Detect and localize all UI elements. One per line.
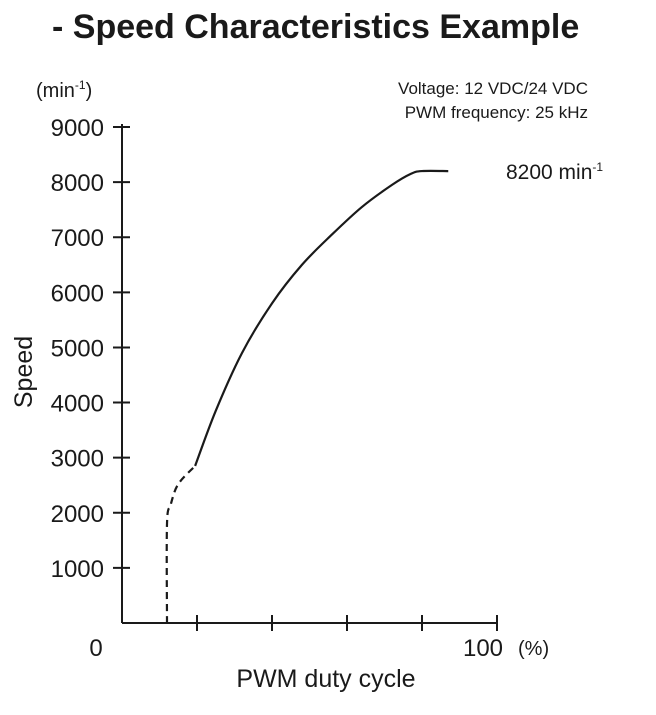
y-tick-label: 8000 — [51, 170, 104, 197]
y-tick-label: 6000 — [51, 280, 104, 307]
y-tick-label: 5000 — [51, 335, 104, 362]
y-tick-label: 1000 — [51, 556, 104, 583]
y-tick-label: 4000 — [51, 391, 104, 418]
y-tick-label: 7000 — [51, 225, 104, 252]
x-axis-label: PWM duty cycle — [236, 665, 415, 693]
x-axis-unit: (%) — [518, 638, 549, 660]
pwm-frequency-note: PWM frequency: 25 kHz — [405, 103, 588, 122]
y-tick-label: 9000 — [51, 115, 104, 142]
dashed-startup-segment — [165, 465, 196, 624]
y-axis-label: Speed — [10, 336, 38, 408]
end-value-annotation: 8200 min-1 — [506, 160, 603, 184]
series-lines — [165, 169, 449, 624]
axis-ticks: 1000 2000 3000 4000 5000 6000 7000 8000 9000 0 100 — [51, 115, 503, 662]
chart-title: - Speed Characteristics Example — [52, 8, 579, 46]
y-axis-unit-base: (min — [36, 80, 75, 102]
voltage-note: Voltage: 12 VDC/24 VDC — [398, 79, 588, 98]
x-tick-label: 0 — [89, 635, 102, 662]
y-axis-unit: (min-1) — [36, 78, 92, 102]
end-value-annotation-base: 8200 min — [506, 161, 592, 184]
speed-curve — [194, 169, 449, 467]
y-tick-label: 3000 — [51, 446, 104, 473]
y-tick-label: 2000 — [51, 501, 104, 528]
y-axis-unit-superscript: -1 — [75, 78, 86, 92]
x-tick-label: 100 — [463, 635, 503, 662]
end-value-annotation-superscript: -1 — [592, 160, 603, 174]
y-axis-unit-close: ) — [86, 80, 93, 102]
